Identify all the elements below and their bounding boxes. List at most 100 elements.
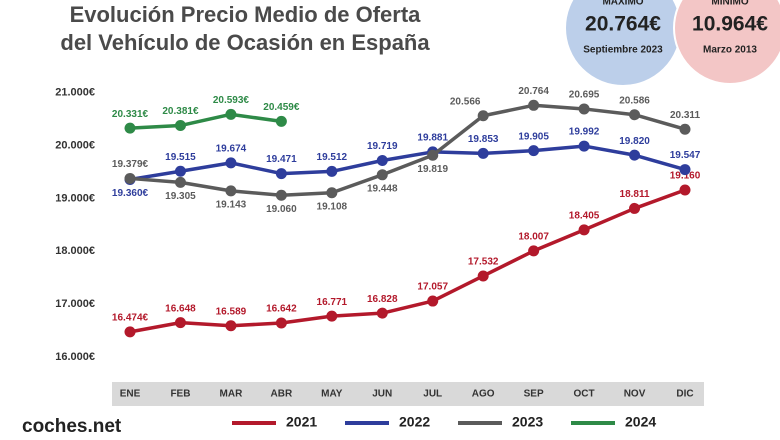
data-label: 17.532 [468, 257, 499, 268]
highlight-label: MÍNIMO [711, 0, 748, 8]
data-label: 19.060 [266, 204, 297, 215]
data-label: 16.474€ [112, 312, 149, 323]
data-label: 19.471 [266, 154, 297, 165]
data-label: 18.007 [518, 232, 549, 243]
data-label: 19.512 [317, 152, 348, 163]
data-point [275, 115, 287, 127]
data-label: 19.379€ [112, 159, 149, 170]
data-point [578, 103, 590, 115]
data-label: 19.674 [216, 144, 247, 155]
data-point [326, 187, 338, 199]
x-tick-label: DIC [676, 389, 693, 400]
data-label: 20.764 [518, 86, 549, 97]
data-point [225, 157, 237, 169]
data-label: 16.771 [317, 297, 348, 308]
x-axis-band [112, 382, 704, 406]
data-point [477, 110, 489, 122]
data-label: 19.143 [216, 200, 247, 211]
highlight-label: MÁXIMO [602, 0, 643, 8]
chart-title: Evolución Precio Medio de Oferta [70, 2, 422, 27]
data-point [528, 145, 540, 157]
data-point [528, 245, 540, 257]
data-point [174, 317, 186, 329]
data-label: 19.160 [670, 171, 701, 182]
x-tick-label: MAR [220, 389, 244, 400]
x-tick-label: ENE [120, 389, 141, 400]
data-label: 19.305 [165, 191, 196, 202]
data-label: 20.695 [569, 90, 600, 101]
data-label: 19.515 [165, 152, 196, 163]
data-label: 16.828 [367, 294, 398, 305]
legend-label: 2022 [399, 414, 430, 430]
data-point [124, 172, 136, 184]
data-point [225, 320, 237, 332]
highlight-value: 10.964€ [692, 13, 768, 36]
data-label: 20.459€ [263, 102, 300, 113]
legend-label: 2024 [625, 414, 656, 430]
data-point [124, 122, 136, 134]
data-point [376, 169, 388, 181]
data-point [578, 224, 590, 236]
data-point [174, 176, 186, 188]
highlight-date: Septiembre 2023 [583, 45, 663, 56]
data-point [124, 326, 136, 338]
data-point [578, 140, 590, 152]
data-label: 20.331€ [112, 109, 149, 120]
x-tick-label: JUN [372, 389, 392, 400]
y-tick-label: 20.000€ [55, 140, 95, 152]
data-point [629, 149, 641, 161]
data-label: 17.057 [417, 282, 448, 293]
data-point [326, 165, 338, 177]
data-label: 20.311 [670, 110, 700, 121]
x-tick-label: NOV [624, 389, 646, 400]
data-label: 19.905 [518, 131, 549, 142]
data-point [326, 310, 338, 322]
legend-label: 2023 [512, 414, 543, 430]
data-point [275, 189, 287, 201]
x-tick-label: AGO [472, 389, 495, 400]
data-point [477, 147, 489, 159]
data-point [629, 202, 641, 214]
data-point [376, 154, 388, 166]
y-tick-label: 19.000€ [55, 192, 95, 204]
data-label: 19.853 [468, 134, 499, 145]
y-tick-label: 17.000€ [55, 298, 95, 310]
highlight-value: 20.764€ [585, 13, 661, 36]
x-tick-label: MAY [321, 389, 343, 400]
data-label: 16.589 [216, 306, 247, 317]
data-label: 19.819 [417, 164, 448, 175]
data-label: 20.566 [450, 96, 481, 107]
y-tick-label: 16.000€ [55, 351, 95, 363]
data-point [275, 168, 287, 180]
data-point [528, 99, 540, 111]
data-point [629, 109, 641, 121]
data-point [427, 149, 439, 161]
data-label: 19.547 [670, 150, 701, 161]
series-line [129, 144, 686, 182]
data-point [427, 295, 439, 307]
data-label: 18.405 [569, 211, 600, 222]
legend-label: 2021 [286, 414, 317, 430]
data-point [376, 307, 388, 319]
x-tick-label: FEB [170, 389, 190, 400]
brand-logo: coches.net [22, 416, 122, 437]
highlight-circle [673, 0, 780, 85]
data-label: 19.108 [317, 201, 348, 212]
data-label: 19.448 [367, 183, 398, 194]
data-label: 20.381€ [162, 106, 199, 117]
series-line [129, 103, 686, 198]
data-point [174, 120, 186, 132]
data-label: 20.586 [619, 95, 650, 106]
highlight-date: Marzo 2013 [703, 45, 757, 56]
data-label: 16.648 [165, 303, 196, 314]
data-label: 19.719 [367, 141, 398, 152]
data-label: 16.642 [266, 304, 297, 315]
data-label: 19.820 [619, 136, 650, 147]
series-line [129, 112, 282, 130]
x-tick-label: SEP [524, 389, 544, 400]
data-point [225, 108, 237, 120]
series-line [129, 188, 686, 334]
data-point [477, 270, 489, 282]
data-point [275, 317, 287, 329]
